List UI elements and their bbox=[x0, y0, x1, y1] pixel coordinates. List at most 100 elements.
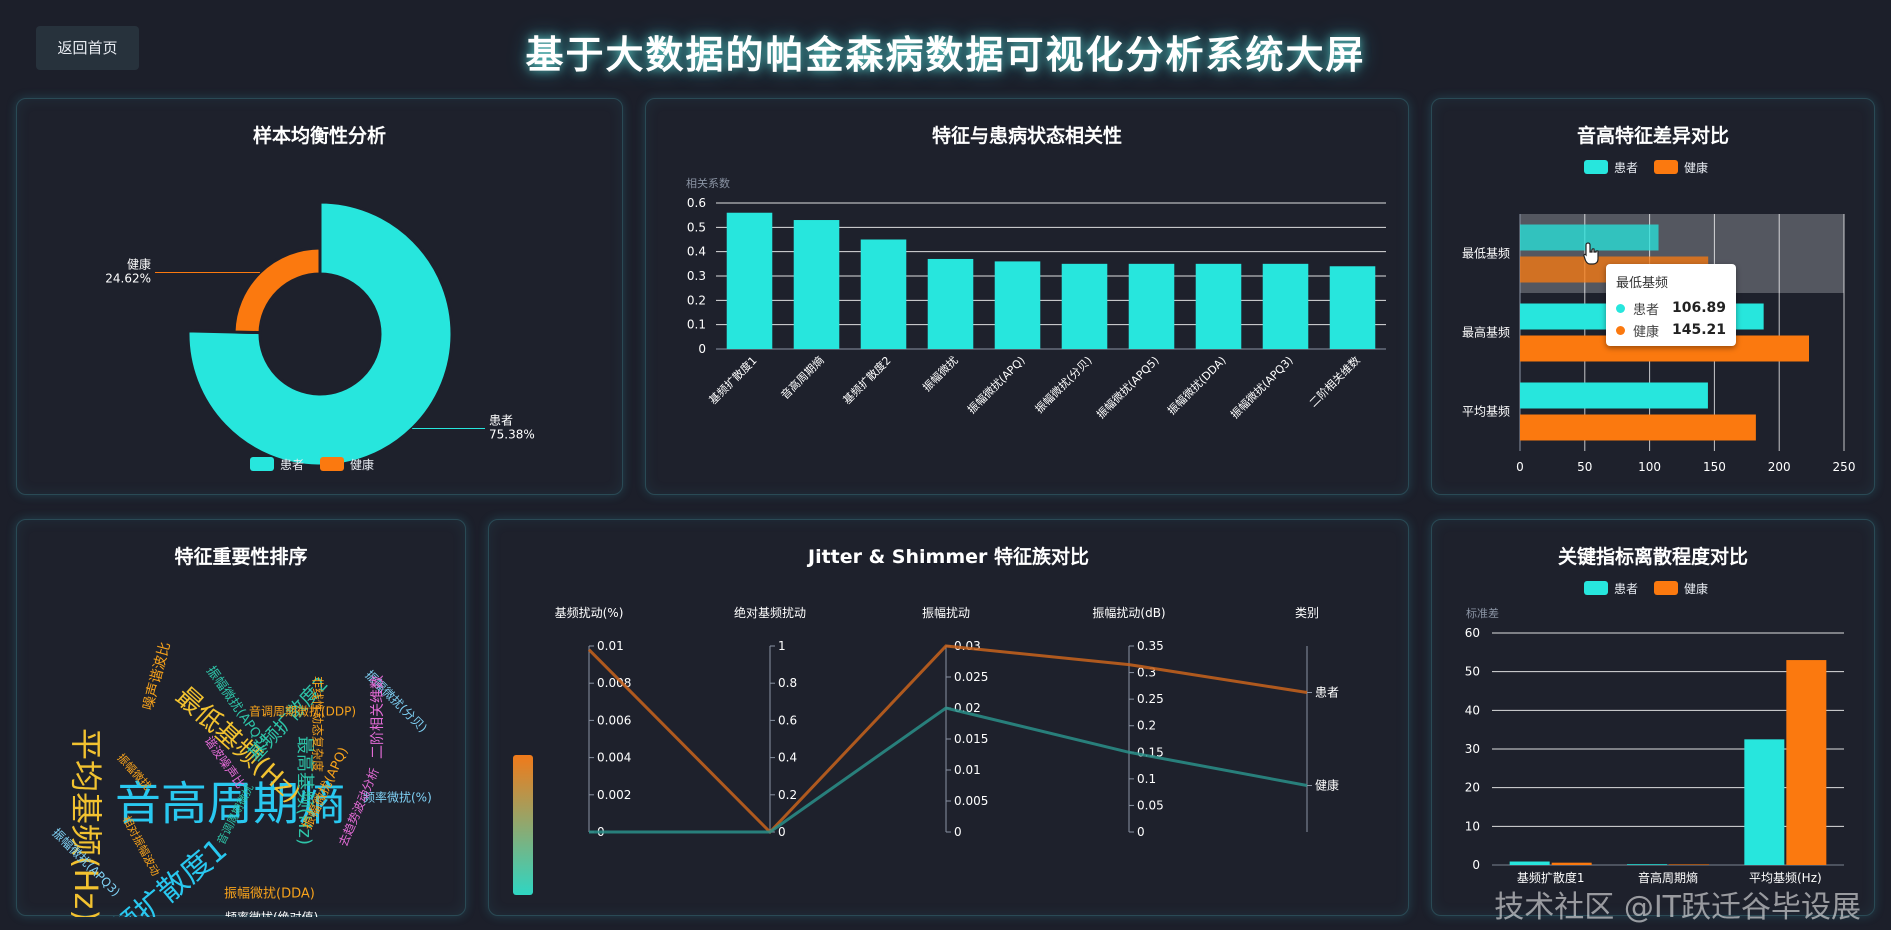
axis-tick-label: 1 bbox=[778, 639, 786, 653]
x-tick-label: 振幅微扰(APQ) bbox=[964, 353, 1027, 416]
axis-tick-label: 0.1 bbox=[1137, 772, 1156, 786]
healthy-dot-icon bbox=[1616, 325, 1625, 335]
legend-label-1: 健康 bbox=[350, 457, 374, 472]
y-axis-label: 相关系数 bbox=[686, 176, 730, 190]
axis-tick-label: 0 bbox=[954, 825, 962, 839]
y-tick-label: 0.1 bbox=[687, 318, 706, 332]
series-line bbox=[589, 706, 1308, 834]
axis-tick-label: 0.2 bbox=[778, 788, 797, 802]
cloud-word: 非线性动态复杂度 bbox=[311, 676, 326, 772]
axis-tick-label: 0.8 bbox=[778, 676, 797, 690]
tooltip-row-value: 106.89 bbox=[1671, 300, 1726, 316]
axis-tick-label: 0.25 bbox=[1137, 692, 1164, 706]
x-tick-label: 100 bbox=[1638, 460, 1661, 474]
axis-name: 振幅扰动 bbox=[922, 605, 970, 620]
legend-label-0: 患者 bbox=[1614, 582, 1638, 596]
y-tick-label: 0.6 bbox=[687, 196, 706, 210]
x-tick-label: 50 bbox=[1577, 460, 1592, 474]
cloud-word: 噪声谐波比 bbox=[140, 640, 174, 712]
axis-tick-label: 0.006 bbox=[597, 713, 631, 727]
x-tick-label: 基频扩散度1 bbox=[706, 353, 760, 407]
x-tick-label: 0 bbox=[1516, 460, 1524, 474]
axis-tick-label: 健康 bbox=[1315, 778, 1339, 793]
legend-swatch-1 bbox=[1654, 160, 1678, 174]
bar bbox=[1786, 660, 1827, 865]
bar bbox=[1520, 414, 1756, 441]
x-tick-label: 振幅微扰(分贝) bbox=[1032, 353, 1095, 416]
donut-label-percent: 24.62% bbox=[105, 271, 151, 285]
y-tick-label: 40 bbox=[1465, 703, 1480, 717]
x-tick-label: 振幅微扰(APQ3) bbox=[1227, 353, 1295, 421]
hand-cursor-icon bbox=[1583, 242, 1599, 265]
legend-swatch-0 bbox=[1584, 581, 1608, 595]
cloud-word: 音调周期微扰(DDP) bbox=[249, 704, 356, 719]
bar bbox=[1669, 864, 1709, 865]
y-tick-label: 10 bbox=[1465, 819, 1480, 833]
x-tick-label: 音高周期熵 bbox=[1638, 870, 1698, 885]
correlation-bar-chart: 相关系数 0 0.1 0.2 0.3 0.4 0.5 0.6 基频扩散度1 音高周期熵 基频扩散度2… bbox=[686, 176, 1386, 421]
tooltip-row-value: 145.21 bbox=[1671, 322, 1726, 338]
bar bbox=[1329, 266, 1376, 349]
cloud-word: 振幅微扰(DDA) bbox=[224, 887, 315, 902]
x-tick-label: 振幅微扰 bbox=[920, 353, 961, 394]
y-tick-label: 最低基频 bbox=[1462, 247, 1510, 261]
bar bbox=[860, 239, 907, 349]
donut-label-percent: 75.38% bbox=[489, 427, 535, 441]
y-tick-label: 0.2 bbox=[687, 293, 706, 307]
legend-label-0: 患者 bbox=[280, 458, 304, 472]
bar bbox=[726, 212, 773, 349]
axis-tick-label: 0.6 bbox=[778, 713, 797, 727]
axis-tick-label: 0.01 bbox=[597, 639, 624, 653]
bar bbox=[1195, 263, 1242, 349]
back-home-button[interactable]: 返回首页 bbox=[36, 26, 139, 70]
x-tick-label: 基频扩散度1 bbox=[1517, 870, 1585, 885]
x-tick-label: 平均基频(Hz) bbox=[1749, 871, 1822, 885]
panel-title: 特征重要性排序 bbox=[174, 546, 308, 568]
axis-tick-label: 0.002 bbox=[597, 788, 631, 802]
bar bbox=[1551, 862, 1592, 865]
y-tick-label: 0.5 bbox=[687, 220, 706, 234]
axis-name: 振幅扰动(dB) bbox=[1092, 605, 1165, 620]
y-tick-label: 30 bbox=[1465, 742, 1480, 756]
bar bbox=[1520, 382, 1708, 409]
legend-swatch-1 bbox=[320, 457, 344, 471]
cloud-word: 音高周期熵 bbox=[115, 777, 345, 831]
cloud-word: 频率微扰(绝对值) bbox=[225, 910, 318, 918]
page-title: 基于大数据的帕金森病数据可视化分析系统大屏 bbox=[525, 33, 1366, 77]
tooltip-row: 患者 106.89 bbox=[1616, 297, 1726, 319]
legend-label-1: 健康 bbox=[1684, 160, 1708, 175]
donut-slice-1 bbox=[232, 246, 322, 335]
axis-tick-label: 0.005 bbox=[954, 794, 988, 808]
axis-tick-label: 0.35 bbox=[1137, 639, 1164, 653]
x-tick-label: 振幅微扰(APQ5) bbox=[1093, 353, 1161, 421]
axis-name: 绝对基频扰动 bbox=[734, 605, 806, 620]
cloud-word: 最高基频(Hz) bbox=[294, 736, 315, 845]
panel-title: 音高特征差异对比 bbox=[1576, 125, 1729, 147]
panel-dispersion: 关键指标离散程度对比 患者 健康 标准差 0 10 20 30 40 50 60 基频扩散度1 音高周… bbox=[1431, 519, 1875, 916]
axis-tick-label: 0.015 bbox=[954, 732, 988, 746]
visual-map-bar bbox=[513, 755, 533, 895]
x-tick-label: 150 bbox=[1703, 460, 1726, 474]
bar bbox=[994, 261, 1041, 349]
chart-tooltip: 最低基频 患者 106.89 健康 145.21 bbox=[1606, 264, 1736, 346]
y-tick-label: 0.4 bbox=[687, 245, 706, 259]
y-tick-label: 0.3 bbox=[687, 269, 706, 283]
axis-tick-label: 0.008 bbox=[597, 676, 631, 690]
axis-tick-label: 0 bbox=[1137, 825, 1145, 839]
tooltip-row: 健康 145.21 bbox=[1616, 319, 1726, 341]
panel-title: Jitter & Shimmer 特征族对比 bbox=[808, 546, 1089, 568]
axis-name: 基频扰动(%) bbox=[555, 606, 624, 620]
y-tick-label: 50 bbox=[1465, 665, 1480, 679]
legend-label-0: 患者 bbox=[1614, 161, 1638, 175]
bar bbox=[1744, 739, 1785, 865]
x-tick-label: 250 bbox=[1833, 460, 1856, 474]
series-line bbox=[587, 644, 1308, 835]
tooltip-title: 最低基频 bbox=[1616, 276, 1669, 291]
donut-label-name: 健康 bbox=[127, 256, 151, 271]
x-tick-label: 基频扩散度2 bbox=[840, 353, 894, 407]
panel-correlation: 特征与患病状态相关性 相关系数 0 0.1 0.2 0.3 0.4 0.5 0.6 基频扩散度1… bbox=[645, 98, 1409, 495]
axis-tick-label: 0.4 bbox=[778, 751, 797, 765]
y-tick-label: 平均基频 bbox=[1462, 405, 1510, 419]
